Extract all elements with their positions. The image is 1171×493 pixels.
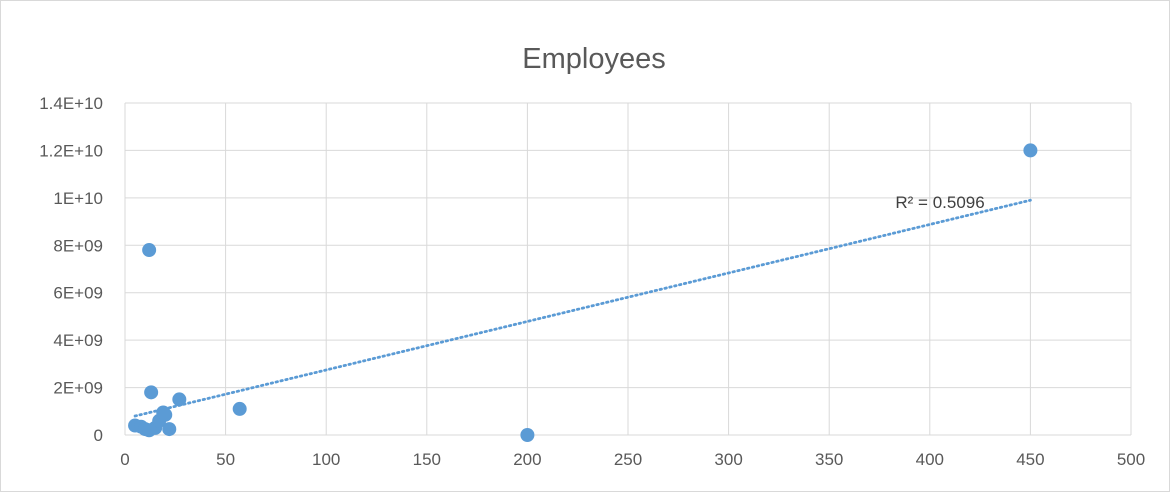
data-point — [142, 243, 157, 258]
x-tick-label: 100 — [312, 450, 340, 469]
x-tick-label: 500 — [1117, 450, 1145, 469]
y-tick-label: 1.2E+10 — [39, 141, 103, 160]
x-tick-label: 450 — [1016, 450, 1044, 469]
axes: 0 2E+09 4E+09 6E+09 8E+09 1E+10 1.2E+10 1.4E+10… — [39, 94, 1145, 469]
x-tick-label: 250 — [614, 450, 642, 469]
data-point — [232, 401, 247, 416]
x-tick-label: 400 — [916, 450, 944, 469]
chart-title: Employees — [522, 43, 665, 75]
x-tick-label: 50 — [216, 450, 235, 469]
y-tick-label: 6E+09 — [53, 284, 103, 303]
y-tick-label: 2E+09 — [53, 379, 103, 398]
data-point — [172, 392, 187, 407]
data-point — [144, 385, 159, 400]
trendline-line — [133, 198, 1032, 418]
r-squared-label: R² = 0.5096 — [895, 193, 984, 212]
trendline — [133, 198, 1032, 418]
x-tick-label: 300 — [714, 450, 742, 469]
y-tick-label: 1.4E+10 — [39, 94, 103, 113]
data-point — [158, 407, 173, 422]
data-point — [162, 422, 177, 437]
x-tick-label: 150 — [413, 450, 441, 469]
data-point — [1023, 143, 1038, 158]
x-tick-label: 0 — [120, 450, 129, 469]
x-tick-label: 350 — [815, 450, 843, 469]
x-tick-label: 200 — [513, 450, 541, 469]
data-points — [128, 143, 1038, 442]
y-tick-label: 4E+09 — [53, 331, 103, 350]
y-tick-label: 0 — [94, 426, 103, 445]
data-point — [520, 428, 535, 442]
gridlines — [125, 102, 1132, 435]
y-tick-label: 8E+09 — [53, 236, 103, 255]
y-tick-label: 1E+10 — [53, 189, 103, 208]
